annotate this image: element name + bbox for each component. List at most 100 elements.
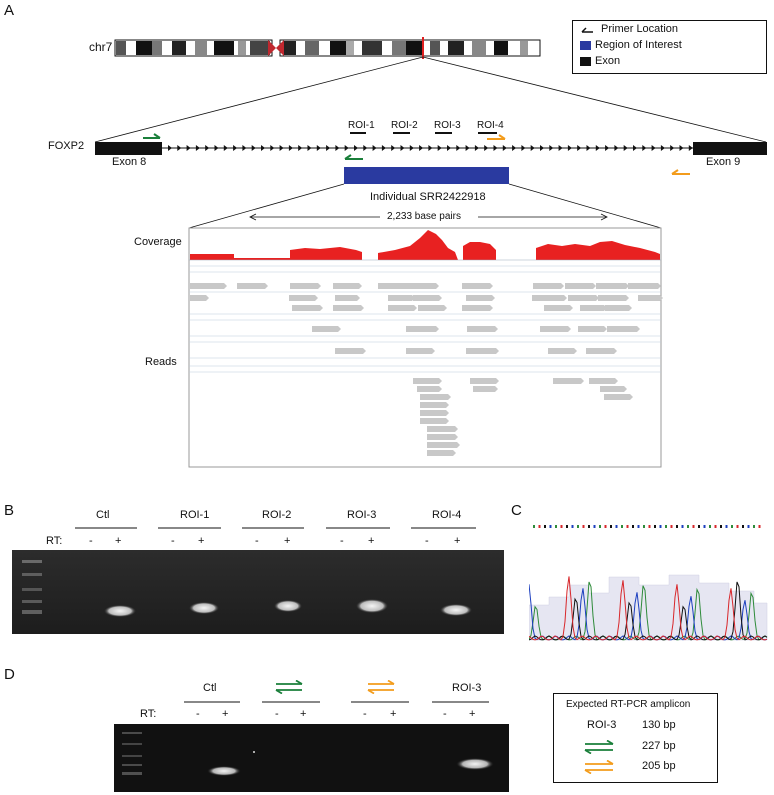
sanger-chromatogram [529, 525, 768, 641]
sequencing-read [540, 326, 571, 332]
intron-direction-icon [577, 145, 582, 151]
base-call-mark [714, 525, 717, 528]
panel-label-a: A [4, 2, 15, 19]
lane-label-roi-3: ROI-3 [347, 509, 377, 521]
sequencing-read [598, 295, 629, 301]
sequencing-read [544, 305, 573, 311]
intron-direction-icon [363, 145, 368, 151]
intron-direction-icon [660, 145, 665, 151]
lane-label-ctl-d: Ctl [203, 682, 217, 694]
sequencing-read [292, 305, 323, 311]
rt-plus: + [300, 708, 307, 720]
amplicon-legend-title: Expected RT-PCR amplicon [566, 699, 691, 710]
base-call-mark [731, 525, 733, 528]
exon-left-label: Exon 8 [112, 156, 147, 168]
sequencing-read [605, 305, 632, 311]
sequencing-read [406, 283, 439, 289]
base-call-mark [615, 525, 618, 528]
legend-exon-label: Exon [595, 55, 621, 67]
rt-plus: + [198, 535, 205, 547]
coverage-label: Coverage [134, 236, 182, 248]
orange-primer-reverse-icon [671, 169, 690, 175]
sequencing-read [532, 295, 567, 301]
base-call-mark [577, 525, 579, 528]
panel-label-d: D [4, 666, 15, 683]
reads-group [190, 283, 663, 456]
sequencing-read [406, 348, 435, 354]
sequencing-read [607, 326, 640, 332]
base-call-mark [648, 525, 651, 528]
rt-minus: - [196, 708, 200, 720]
sequencing-read [289, 295, 318, 301]
read-tracks [189, 265, 661, 373]
sequencing-read [580, 305, 607, 311]
sequencing-read [190, 295, 209, 301]
base-call-mark [632, 525, 634, 528]
region-of-interest [344, 167, 509, 184]
intron-direction-icon [326, 145, 331, 151]
rt-plus: + [222, 708, 229, 720]
coverage-track [190, 230, 660, 260]
legend-box: Primer Location Region of Interest Exon [572, 20, 767, 74]
panel-label-b: B [4, 502, 15, 519]
intron-direction-icon [521, 145, 526, 151]
span-label: 2,233 base pairs [384, 211, 464, 222]
sequencing-read [413, 378, 442, 384]
intron-direction-icon [642, 145, 647, 151]
sequencing-read [586, 348, 617, 354]
base-call-mark [643, 525, 645, 528]
base-call-mark [725, 525, 728, 528]
sequencing-read [427, 450, 456, 456]
sequencing-read [388, 305, 417, 311]
intron-direction-icon [307, 145, 312, 151]
intron-direction-icon [177, 145, 182, 151]
rt-minus: - [89, 535, 93, 547]
legend-region-label: Region of Interest [595, 39, 682, 51]
lane-label-roi-4: ROI-4 [432, 509, 462, 521]
legend-primer-label: Primer Location [601, 23, 679, 35]
base-call-mark [676, 525, 678, 528]
sequencing-read [568, 295, 599, 301]
base-call-mark [709, 525, 711, 528]
base-call-mark [720, 525, 722, 528]
roi-2-label: ROI-2 [391, 120, 418, 131]
green-primer-reverse-icon [344, 154, 363, 160]
sequencing-read [333, 283, 362, 289]
base-call-mark [599, 525, 601, 528]
gene-model [95, 142, 767, 155]
base-call-mark [582, 525, 585, 528]
rt-plus: + [284, 535, 291, 547]
base-call-mark [659, 525, 662, 528]
base-call-mark [703, 525, 706, 528]
base-call-mark [544, 525, 546, 528]
base-call-mark [610, 525, 612, 528]
primer-location-icon [581, 27, 593, 33]
intron-direction-icon [474, 145, 479, 151]
sequencing-read [237, 283, 268, 289]
intron-direction-icon [391, 145, 396, 151]
intron-direction-icon [670, 145, 675, 151]
intron-direction-icon [595, 145, 600, 151]
rt-label-d: RT: [140, 708, 157, 720]
rt-plus: + [454, 535, 461, 547]
region-swatch-icon [580, 41, 591, 50]
sequencing-read [333, 305, 364, 311]
intron-direction-icon [530, 145, 535, 151]
sequencing-read [406, 326, 439, 332]
exon-right-label: Exon 9 [706, 156, 741, 168]
sequencing-read [427, 434, 458, 440]
base-call-mark [670, 525, 673, 528]
intron-direction-icon [614, 145, 619, 151]
individual-label: Individual SRR2422918 [370, 191, 486, 203]
sequencing-read [578, 326, 607, 332]
intron-direction-icon [223, 145, 228, 151]
sequencing-read [388, 295, 415, 301]
sequencing-read [473, 386, 498, 392]
sequencing-read [190, 283, 227, 289]
intron-direction-icon [567, 145, 572, 151]
lane-label-roi-1: ROI-1 [180, 509, 210, 521]
sequencing-read [628, 283, 661, 289]
base-call-mark [637, 525, 640, 528]
intron-direction-icon [205, 145, 210, 151]
intron-direction-icon [688, 145, 693, 151]
